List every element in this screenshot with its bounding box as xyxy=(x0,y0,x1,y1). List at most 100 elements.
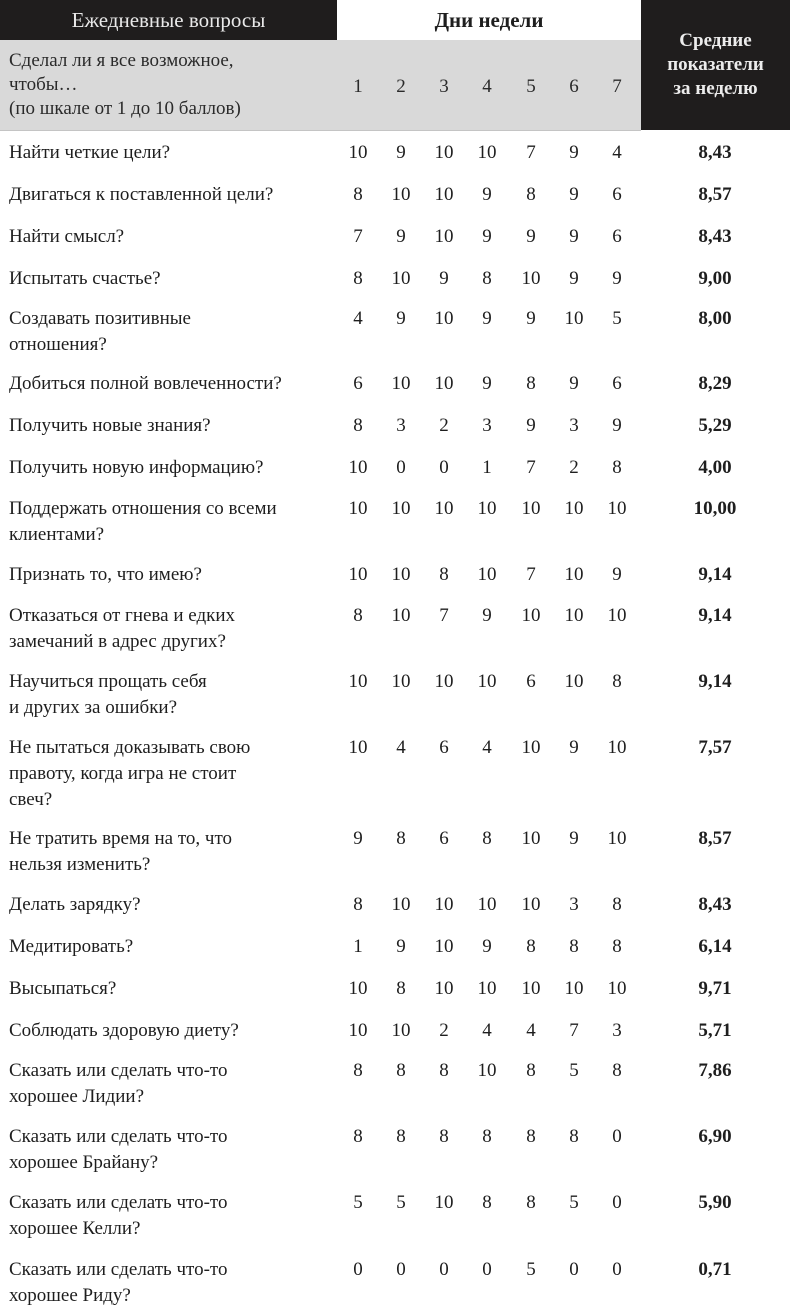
day-score: 5 xyxy=(353,1192,363,1213)
day-number-header: 6 xyxy=(569,76,579,97)
day-score: 8 xyxy=(482,1126,492,1147)
day-score: 10 xyxy=(348,498,368,519)
question-label: Сказать или сделать что-то хорошее Келли… xyxy=(9,1192,228,1239)
day-score: 8 xyxy=(612,1060,622,1081)
day-score: 10 xyxy=(434,978,454,999)
weekly-average: 8,43 xyxy=(698,894,732,915)
day-score: 7 xyxy=(439,605,449,626)
weekly-average: 6,90 xyxy=(698,1126,732,1147)
day-score: 2 xyxy=(569,457,579,478)
question-label: Отказаться от гнева и едких замечаний в … xyxy=(9,605,236,652)
day-score: 7 xyxy=(526,564,536,585)
day-score: 9 xyxy=(526,415,536,436)
question-label: Поддержать отношения со всеми клиентами? xyxy=(9,498,277,545)
day-score: 3 xyxy=(612,1020,622,1041)
day-score: 8 xyxy=(569,1126,579,1147)
day-score: 10 xyxy=(564,605,584,626)
day-score: 10 xyxy=(564,498,584,519)
day-score: 5 xyxy=(569,1192,579,1213)
question-label: Делать зарядку? xyxy=(9,894,141,915)
day-score: 9 xyxy=(526,308,536,329)
day-score: 4 xyxy=(612,142,622,163)
day-score: 10 xyxy=(391,184,411,205)
day-score: 4 xyxy=(526,1020,536,1041)
day-score: 6 xyxy=(612,373,622,394)
header-title: Ежедневные вопросы xyxy=(0,0,337,40)
day-score: 10 xyxy=(521,605,541,626)
day-score: 8 xyxy=(353,894,363,915)
day-score: 10 xyxy=(391,564,411,585)
day-score: 8 xyxy=(353,605,363,626)
day-score: 8 xyxy=(526,373,536,394)
day-score: 9 xyxy=(396,226,406,247)
day-score: 10 xyxy=(477,671,497,692)
day-score: 10 xyxy=(434,373,454,394)
day-score: 4 xyxy=(482,1020,492,1041)
question-label: Высыпаться? xyxy=(9,978,117,999)
day-score: 10 xyxy=(434,936,454,957)
day-score: 10 xyxy=(434,226,454,247)
question-label: Получить новую информацию? xyxy=(9,457,264,478)
day-score: 0 xyxy=(612,1126,622,1147)
day-score: 9 xyxy=(569,226,579,247)
day-score: 6 xyxy=(526,671,536,692)
question-label: Получить новые знания? xyxy=(9,415,211,436)
day-score: 9 xyxy=(569,737,579,758)
day-score: 10 xyxy=(564,308,584,329)
weekly-average: 4,00 xyxy=(698,457,732,478)
day-score: 10 xyxy=(434,308,454,329)
day-score: 2 xyxy=(439,415,449,436)
day-score: 0 xyxy=(439,1259,449,1280)
day-score: 0 xyxy=(482,1259,492,1280)
day-score: 8 xyxy=(439,1060,449,1081)
day-score: 10 xyxy=(477,564,497,585)
question-label: Испытать счастье? xyxy=(9,268,161,289)
weekly-average: 8,00 xyxy=(698,308,732,329)
day-score: 9 xyxy=(396,308,406,329)
weekly-average: 5,71 xyxy=(698,1020,732,1041)
weekly-average: 9,14 xyxy=(698,564,732,585)
weekly-average: 9,71 xyxy=(698,978,732,999)
weekly-average-header: Средние показатели за неделю xyxy=(641,0,790,130)
day-score: 3 xyxy=(396,415,406,436)
day-score: 10 xyxy=(434,184,454,205)
day-score: 10 xyxy=(521,498,541,519)
question-label: Не пытаться доказывать свою правоту, ког… xyxy=(9,737,251,810)
day-score: 7 xyxy=(569,1020,579,1041)
day-score: 9 xyxy=(439,268,449,289)
day-score: 10 xyxy=(477,498,497,519)
day-score: 8 xyxy=(396,1060,406,1081)
day-score: 10 xyxy=(348,737,368,758)
question-label: Создавать позитивные отношения? xyxy=(9,308,191,355)
day-score: 9 xyxy=(612,268,622,289)
day-score: 9 xyxy=(482,308,492,329)
day-score: 10 xyxy=(521,737,541,758)
day-score: 7 xyxy=(526,457,536,478)
day-score: 8 xyxy=(353,268,363,289)
day-score: 8 xyxy=(439,564,449,585)
day-score: 9 xyxy=(353,828,363,849)
day-score: 10 xyxy=(564,978,584,999)
question-label: Соблюдать здоровую диету? xyxy=(9,1020,239,1041)
day-number-header: 4 xyxy=(482,76,492,97)
day-score: 10 xyxy=(391,1020,411,1041)
day-score: 0 xyxy=(612,1259,622,1280)
day-score: 6 xyxy=(612,226,622,247)
day-score: 10 xyxy=(391,373,411,394)
day-score: 0 xyxy=(612,1192,622,1213)
day-score: 10 xyxy=(434,498,454,519)
day-score: 8 xyxy=(482,1192,492,1213)
day-score: 10 xyxy=(348,564,368,585)
day-score: 9 xyxy=(569,184,579,205)
question-label: Сказать или сделать что-то хорошее Брайа… xyxy=(9,1126,228,1173)
question-prompt: Сделал ли я все возможное, чтобы… (по шк… xyxy=(9,50,241,119)
day-score: 8 xyxy=(353,1126,363,1147)
day-score: 10 xyxy=(477,894,497,915)
day-score: 9 xyxy=(612,415,622,436)
day-score: 10 xyxy=(348,978,368,999)
day-score: 10 xyxy=(564,671,584,692)
question-label: Двигаться к поставленной цели? xyxy=(9,184,274,205)
day-score: 8 xyxy=(526,1126,536,1147)
day-score: 10 xyxy=(477,978,497,999)
day-score: 10 xyxy=(391,671,411,692)
